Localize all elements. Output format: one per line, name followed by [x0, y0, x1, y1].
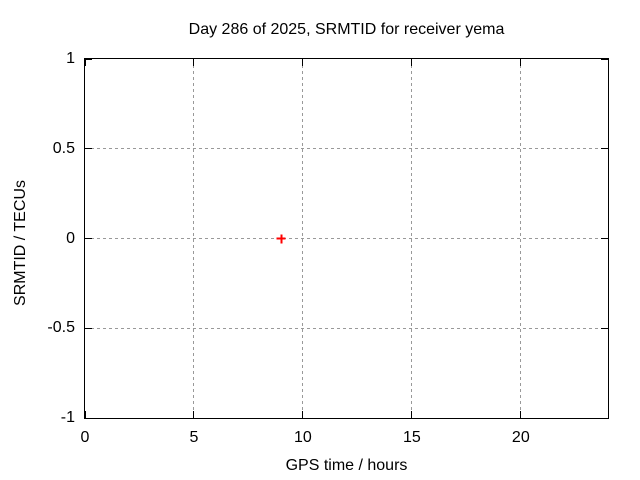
- x-tick-mark: [411, 59, 413, 66]
- plot-area: [84, 58, 609, 419]
- chart-title: Day 286 of 2025, SRMTID for receiver yem…: [188, 21, 505, 38]
- y-tick-mark: [85, 417, 92, 419]
- x-tick-label: 20: [511, 429, 530, 446]
- x-axis-label: GPS time / hours: [285, 457, 408, 474]
- x-tick-mark: [302, 59, 304, 66]
- gridline-horizontal: [85, 148, 608, 150]
- y-tick-mark: [85, 58, 92, 60]
- x-tick-mark: [84, 59, 86, 66]
- x-tick-mark: [411, 411, 413, 418]
- x-tick-mark: [520, 59, 522, 66]
- y-tick-mark: [601, 238, 608, 239]
- y-tick-mark: [601, 327, 608, 329]
- y-tick-label: 0: [66, 229, 75, 247]
- y-tick-mark: [85, 238, 92, 239]
- x-tick-label: 0: [80, 429, 90, 446]
- x-tick-label: 10: [294, 429, 312, 446]
- gridline-horizontal: [85, 327, 608, 329]
- y-tick-label: 1: [66, 50, 75, 67]
- x-tick-label: 15: [402, 429, 421, 446]
- y-tick-mark: [601, 148, 608, 150]
- y-tick-label: -0.5: [47, 319, 75, 337]
- y-tick-mark: [601, 58, 608, 60]
- x-tick-mark: [193, 59, 195, 66]
- data-point-marker: [276, 234, 286, 243]
- y-tick-mark: [85, 148, 92, 150]
- x-tick-mark: [520, 411, 522, 418]
- y-tick-mark: [601, 417, 608, 419]
- gridline-horizontal: [85, 238, 608, 239]
- x-tick-mark: [302, 411, 304, 418]
- y-tick-label: 0.5: [52, 139, 75, 157]
- x-tick-mark: [193, 411, 195, 418]
- y-tick-mark: [85, 327, 92, 329]
- x-tick-label: 5: [189, 429, 199, 446]
- y-tick-label: -1: [60, 409, 75, 426]
- x-tick-mark: [84, 411, 86, 418]
